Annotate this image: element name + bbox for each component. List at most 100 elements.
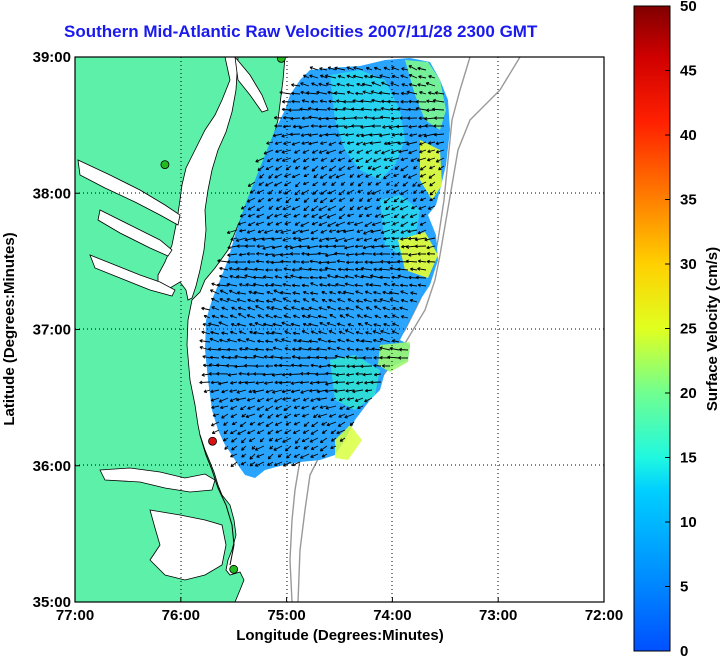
velocity-arrow: [241, 413, 247, 418]
velocity-arrow: [400, 221, 409, 227]
velocity-arrow: [382, 306, 391, 311]
velocity-arrow: [392, 322, 400, 327]
velocity-arrow: [201, 306, 211, 311]
velocity-arrow: [349, 197, 355, 202]
velocity-arrow: [383, 282, 391, 287]
velocity-arrow: [410, 221, 418, 226]
velocity-arrow: [339, 405, 346, 410]
velocity-arrow: [293, 413, 301, 418]
velocity-arrow: [223, 421, 229, 426]
velocity-arrow: [254, 347, 265, 352]
velocity-arrow: [418, 133, 427, 138]
velocity-arrow: [227, 347, 238, 352]
velocity-arrow: [226, 297, 238, 303]
velocity-arrow: [380, 213, 391, 218]
velocity-arrow: [353, 116, 364, 120]
velocity-arrow: [211, 429, 220, 434]
velocity-arrow: [318, 260, 328, 265]
velocity-arrow: [354, 283, 364, 288]
velocity-arrow: [329, 197, 337, 203]
velocity-arrow: [328, 298, 337, 303]
velocity-arrow: [345, 381, 355, 385]
velocity-arrow: [371, 347, 382, 351]
velocity-arrow: [369, 133, 382, 137]
velocity-arrow: [426, 245, 436, 250]
velocity-arrow: [428, 91, 436, 95]
velocity-arrow: [398, 149, 409, 154]
velocity-arrow: [325, 371, 337, 376]
velocity-arrow: [309, 389, 319, 393]
velocity-arrow: [417, 229, 427, 235]
velocity-arrow: [399, 306, 409, 311]
velocity-arrow: [383, 236, 391, 241]
velocity-arrow: [272, 133, 283, 138]
velocity-arrow: [253, 354, 265, 359]
velocity-arrow: [303, 74, 310, 79]
velocity-arrow: [293, 338, 301, 343]
velocity-arrow: [288, 108, 301, 112]
velocity-arrow: [310, 330, 319, 335]
velocity-arrow: [313, 173, 319, 179]
velocity-arrow: [330, 157, 337, 163]
velocity-arrow: [274, 268, 283, 272]
velocity-arrow: [227, 245, 238, 250]
velocity-arrow: [227, 253, 238, 257]
velocity-arrow: [360, 364, 373, 369]
velocity-arrow: [311, 157, 319, 162]
velocity-arrow: [400, 237, 409, 241]
velocity-arrow: [268, 205, 274, 210]
velocity-arrow: [227, 355, 238, 360]
velocity-arrow: [257, 421, 265, 426]
velocity-arrow: [345, 267, 355, 272]
velocity-arrow: [320, 157, 328, 162]
velocity-arrow: [373, 290, 382, 295]
velocity-arrow: [325, 381, 337, 386]
velocity-arrow: [265, 165, 274, 171]
velocity-arrow: [246, 197, 256, 203]
radar-stations: [160, 57, 286, 574]
velocity-arrow: [229, 274, 238, 279]
velocity-arrow: [300, 260, 310, 264]
velocity-arrow: [392, 306, 400, 311]
velocity-arrow: [338, 413, 346, 418]
velocity-arrow: [208, 347, 220, 351]
velocity-arrow: [289, 245, 301, 250]
velocity-arrow: [236, 267, 247, 271]
velocity-arrow: [355, 91, 364, 96]
velocity-arrow: [310, 445, 319, 451]
velocity-arrow: [400, 74, 409, 79]
velocity-arrow: [259, 173, 265, 179]
velocity-arrow: [312, 189, 319, 195]
velocity-arrow: [426, 259, 436, 264]
velocity-arrow: [290, 363, 301, 368]
velocity-arrow: [369, 141, 382, 145]
velocity-arrow: [428, 141, 436, 145]
velocity-arrow: [252, 275, 265, 280]
velocity-arrow: [298, 244, 310, 249]
colorbar-tick-label: 50: [680, 0, 697, 15]
velocity-arrow: [211, 297, 220, 303]
velocity-arrow: [243, 355, 256, 360]
velocity-arrow: [391, 133, 400, 137]
velocity-arrow: [283, 141, 292, 146]
x-tick-label: 76:00: [162, 607, 200, 624]
velocity-arrow: [282, 437, 292, 443]
velocity-arrow: [394, 165, 400, 170]
velocity-arrow: [292, 236, 301, 241]
velocity-arrow: [272, 322, 283, 327]
x-tick-label: 73:00: [479, 607, 517, 624]
velocity-arrow: [415, 99, 427, 104]
velocity-arrow: [401, 83, 409, 87]
velocity-arrow: [412, 197, 418, 202]
velocity-arrow: [419, 165, 427, 171]
velocity-arrow: [342, 99, 355, 104]
velocity-arrow: [387, 355, 400, 360]
velocity-arrow: [276, 197, 283, 202]
velocity-arrow: [336, 82, 346, 87]
velocity-arrow: [356, 381, 364, 385]
velocity-arrow: [351, 124, 364, 128]
x-axis-ticks: 77:00 76:00 75:00 74:00 73:00 72:00: [56, 597, 623, 624]
velocity-arrow: [370, 90, 382, 95]
velocity-arrow: [275, 429, 283, 434]
velocity-arrow: [253, 330, 265, 335]
